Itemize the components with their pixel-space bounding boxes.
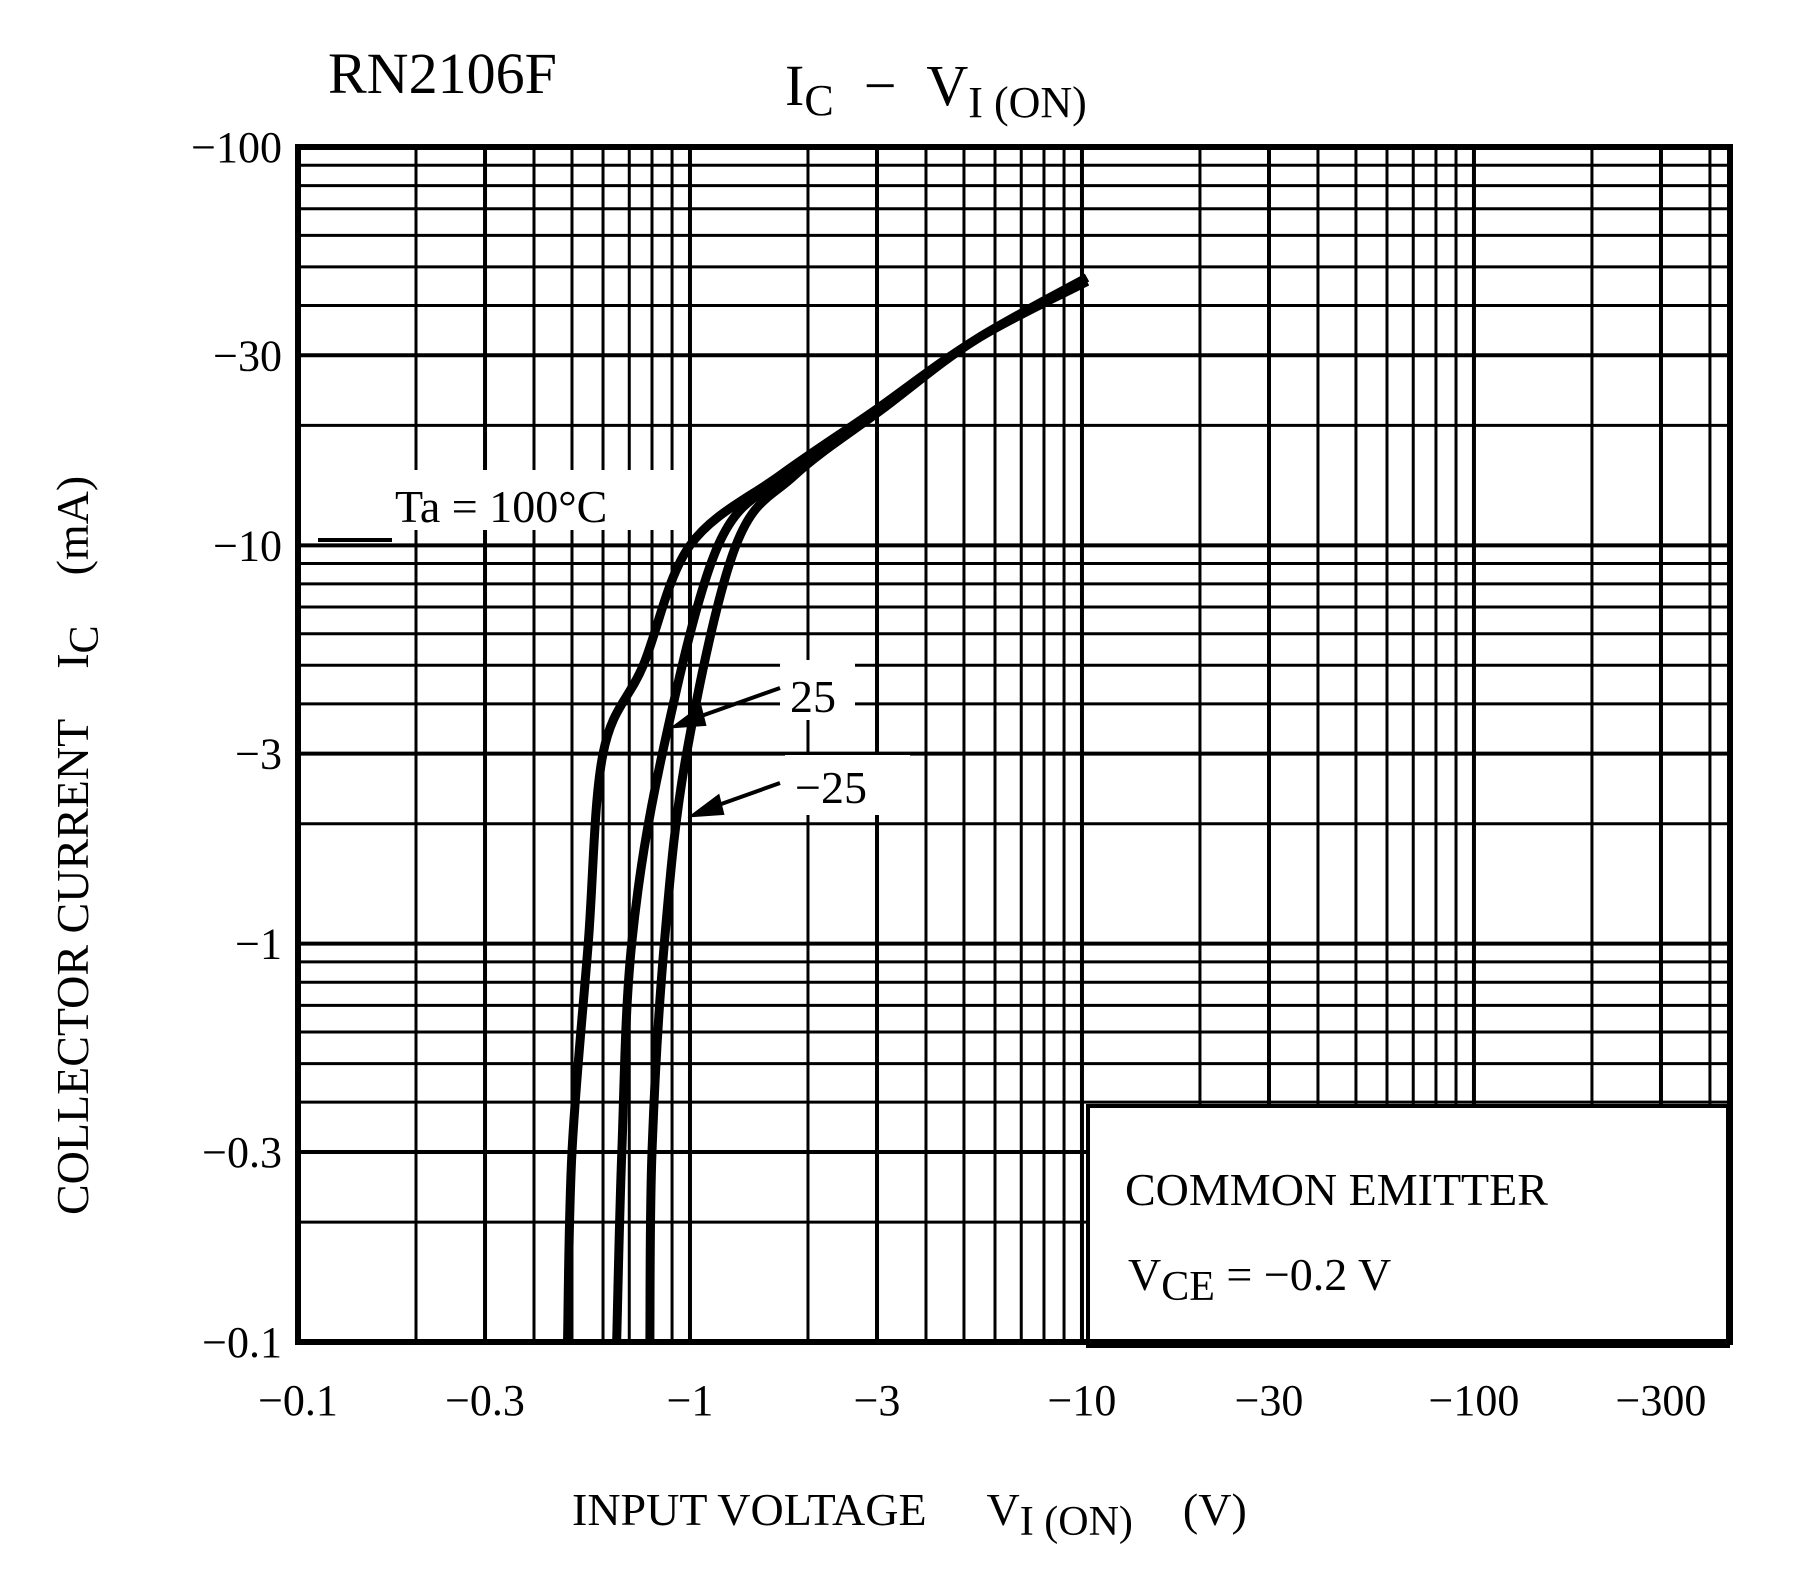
x-tick-label: −0.3 — [445, 1376, 525, 1425]
chart-subtitle: IC − VI (ON) — [785, 53, 1087, 127]
x-tick-label: −300 — [1616, 1376, 1707, 1425]
x-tick-label: −0.1 — [258, 1376, 338, 1425]
y-tick-labels: −100 −30 −10 −3 −1 −0.3 −0.1 — [191, 123, 282, 1367]
y-tick-label: −30 — [213, 331, 282, 380]
x-tick-label: −30 — [1235, 1376, 1304, 1425]
series-label-25: 25 — [790, 671, 836, 722]
series-line-2 — [645, 277, 1090, 1343]
x-tick-labels: −0.1 −0.3 −1 −3 −10 −30 −100 −300 — [258, 1376, 1706, 1425]
arrow-minus25 — [687, 781, 781, 818]
subtitle-ic: I — [785, 53, 804, 118]
series-group — [563, 273, 1090, 1343]
series-label-minus25: −25 — [795, 762, 867, 813]
annotation-line1: COMMON EMITTER — [1125, 1164, 1548, 1215]
x-tick-label: −3 — [854, 1376, 901, 1425]
y-tick-label: −10 — [213, 521, 282, 570]
legend-box — [1086, 1104, 1730, 1348]
chart-title: RN2106F — [328, 41, 557, 106]
y-tick-label: −100 — [191, 123, 282, 172]
x-tick-label: −1 — [667, 1376, 714, 1425]
y-tick-label: −3 — [235, 730, 282, 779]
x-tick-label: −100 — [1429, 1376, 1520, 1425]
x-tick-label: −10 — [1048, 1376, 1117, 1425]
x-axis-title: INPUT VOLTAGE VI (ON) (V) — [572, 1484, 1247, 1545]
y-tick-label: −0.3 — [202, 1128, 282, 1177]
series-label-100: Ta = 100°C — [395, 481, 607, 532]
arrow-25 — [669, 686, 781, 729]
y-axis-title: COLLECTOR CURRENTIC(mA) — [47, 476, 108, 1215]
annotation-line2: VCE = −0.2 V — [1128, 1249, 1391, 1310]
plot-frame — [295, 144, 1733, 1345]
y-tick-label: −1 — [235, 920, 282, 969]
y-tick-label: −0.1 — [202, 1318, 282, 1367]
